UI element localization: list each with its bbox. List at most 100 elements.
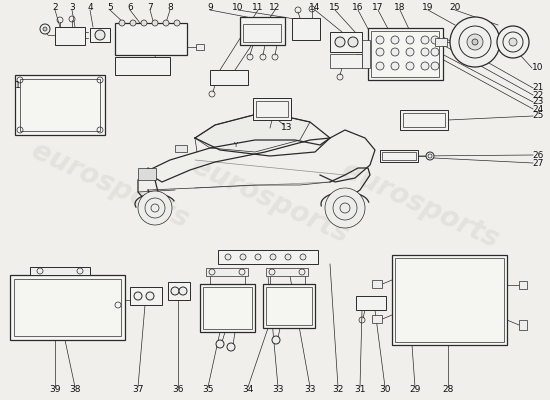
Text: 10: 10 [232,2,244,12]
Bar [256,101,288,117]
Circle shape [421,62,429,70]
Circle shape [179,287,187,295]
Circle shape [391,48,399,56]
Text: 33: 33 [272,386,284,394]
Bar [115,23,187,55]
Bar [243,24,281,42]
Circle shape [406,36,414,44]
Circle shape [391,36,399,44]
Circle shape [391,62,399,70]
Text: 23: 23 [532,98,544,106]
Circle shape [134,292,142,300]
Bar [368,28,443,80]
Text: 4: 4 [87,2,93,12]
Circle shape [421,36,429,44]
Text: 21: 21 [532,84,544,92]
Text: 3: 3 [69,2,75,12]
Text: 38: 38 [69,386,81,394]
Bar [115,57,170,75]
Text: 13: 13 [281,124,293,132]
Bar [371,31,439,77]
Text: eurosports: eurosports [27,136,193,234]
Circle shape [43,27,47,31]
Bar [400,110,448,130]
Circle shape [240,254,246,260]
Text: 26: 26 [532,150,544,160]
Bar [10,275,125,340]
Circle shape [335,37,345,47]
Circle shape [227,343,235,351]
Text: 12: 12 [270,2,280,12]
Text: 27: 27 [532,158,544,168]
Text: 28: 28 [442,386,454,394]
Circle shape [174,20,180,26]
Bar [380,150,418,162]
Bar [330,54,362,68]
Text: 34: 34 [243,386,254,394]
Circle shape [272,336,280,344]
Bar [266,287,312,325]
Circle shape [216,340,224,348]
Circle shape [406,62,414,70]
Text: 14: 14 [309,2,321,12]
Text: 1: 1 [15,80,21,90]
Bar [196,44,204,50]
Circle shape [285,254,291,260]
Bar [15,75,105,135]
Bar [14,279,121,336]
Text: 37: 37 [132,386,144,394]
Text: 39: 39 [50,386,60,394]
Bar [90,28,110,42]
Text: 7: 7 [147,2,153,12]
Circle shape [376,62,384,70]
Text: 22: 22 [532,90,543,100]
Text: 25: 25 [532,112,544,120]
Bar [130,287,162,305]
Bar [253,98,291,120]
Circle shape [171,287,179,295]
Circle shape [119,20,125,26]
Text: 15: 15 [329,2,341,12]
Bar [395,258,504,342]
Text: 35: 35 [202,386,214,394]
Circle shape [348,37,358,47]
Circle shape [141,20,147,26]
Bar [356,296,386,310]
Circle shape [270,254,276,260]
Text: 17: 17 [372,2,384,12]
Text: 6: 6 [127,2,133,12]
Text: 11: 11 [252,2,264,12]
Bar [435,38,447,46]
Bar [218,250,318,264]
Bar [330,32,362,52]
Circle shape [95,30,105,40]
Bar [266,268,308,276]
Circle shape [376,48,384,56]
Bar [20,79,100,131]
Bar [203,287,252,329]
Circle shape [225,254,231,260]
Text: eurosports: eurosports [187,151,353,249]
Text: Y: Y [233,142,237,148]
Bar [240,17,285,45]
Text: 33: 33 [304,386,316,394]
Text: 20: 20 [449,2,461,12]
Bar [175,145,187,152]
Circle shape [146,292,154,300]
Circle shape [152,20,158,26]
Circle shape [450,17,500,67]
Text: 19: 19 [422,2,434,12]
Bar [362,40,370,68]
Circle shape [431,62,439,70]
Circle shape [255,254,261,260]
Bar [55,27,85,45]
Bar [210,70,248,85]
Bar [519,320,527,330]
Text: 5: 5 [107,2,113,12]
Circle shape [300,254,306,260]
Polygon shape [145,138,330,182]
Text: 9: 9 [207,2,213,12]
Text: 36: 36 [172,386,184,394]
Bar [138,168,156,180]
Text: 24: 24 [532,104,543,114]
